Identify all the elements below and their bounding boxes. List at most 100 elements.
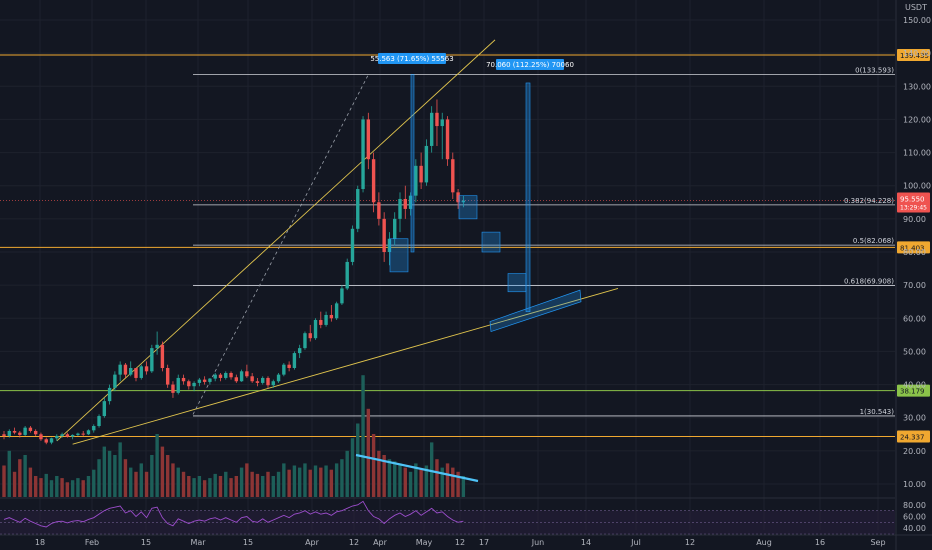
volume-bar	[187, 476, 191, 497]
candle-body	[218, 374, 223, 378]
time-tick-16: 16	[815, 538, 825, 547]
candle-body	[12, 430, 17, 433]
candle-body	[303, 333, 307, 349]
candle-body	[234, 377, 239, 382]
candle-body	[123, 364, 128, 375]
candle-body	[245, 371, 249, 377]
volume-bar	[218, 476, 223, 497]
volume-bars	[2, 375, 479, 497]
volume-bar	[55, 476, 59, 497]
candle-body	[102, 401, 107, 417]
candle-body	[107, 387, 112, 402]
volume-bar	[456, 471, 460, 497]
price-tick-9: 60.00	[903, 314, 926, 323]
candle-body	[261, 377, 265, 383]
candle-body	[282, 364, 286, 375]
volume-bar	[255, 473, 260, 497]
volume-bar	[97, 459, 101, 497]
candle-body	[81, 433, 85, 435]
candle-body	[192, 382, 196, 387]
candle-body	[250, 376, 254, 382]
rsi-tick-1: 60.00	[903, 513, 926, 522]
candle-body	[350, 228, 355, 262]
candle-body	[414, 165, 418, 196]
candle-body	[345, 261, 349, 289]
price-tick-0: 150.00	[903, 16, 931, 25]
price-tick-3: 120.00	[903, 115, 931, 124]
volume-bar	[340, 459, 344, 497]
price-tag-0	[897, 49, 930, 62]
time-tick-17: Sep	[870, 538, 885, 547]
volume-bar	[18, 459, 22, 497]
horizontal-price-lines	[0, 54, 895, 437]
price-tick-2: 130.00	[903, 82, 931, 91]
volume-bar	[234, 476, 239, 497]
volume-bar	[451, 467, 455, 497]
candle-body	[297, 348, 302, 354]
time-tick-9: 12	[455, 538, 465, 547]
measure-label-bg-1	[496, 59, 564, 70]
candle-body	[144, 366, 149, 372]
volume-bar	[118, 442, 122, 497]
volume-bar	[282, 463, 286, 497]
volume-bar	[461, 476, 466, 497]
price-tag-1	[897, 241, 930, 254]
candle-body	[18, 432, 22, 435]
rsi-pane	[0, 497, 895, 535]
candle-body	[160, 344, 165, 368]
fib-label-4: 1(30.543)	[860, 408, 895, 416]
volume-bar	[292, 465, 297, 497]
candle-body	[356, 189, 360, 229]
volume-bar	[213, 473, 217, 497]
volume-bar	[429, 442, 434, 497]
time-tick-8: May	[416, 538, 433, 547]
measure-bar-2	[525, 82, 531, 312]
price-tick-5: 100.00	[903, 182, 931, 191]
time-tick-4: 15	[243, 538, 253, 547]
candle-body	[129, 368, 133, 375]
candle-body	[55, 435, 59, 439]
fib-label-2: 0.5(82.068)	[853, 237, 894, 245]
candle-body	[445, 119, 450, 160]
candle-body	[456, 192, 460, 203]
current-price-tag	[897, 192, 930, 213]
volume-bar	[308, 469, 312, 497]
candle-body	[292, 353, 297, 368]
volume-bar	[150, 455, 154, 497]
candle-body	[435, 112, 439, 127]
volume-bar	[371, 434, 376, 497]
volume-bar	[113, 455, 117, 497]
candle-body	[239, 371, 244, 382]
volume-bar	[393, 461, 397, 497]
volume-bar	[329, 469, 334, 497]
volume-bar	[387, 459, 392, 497]
time-tick-14: 12	[685, 538, 695, 547]
volume-bar	[398, 463, 402, 497]
price-tick-4: 110.00	[903, 149, 931, 158]
candle-body	[202, 379, 207, 382]
fib-label-1: 0.382(94.228)	[844, 197, 894, 205]
time-axis[interactable]: 18 Feb 15 Mar 15 Apr 12 Apr May 12 17 Jun 14 Jul 12 Aug…	[0, 534, 932, 547]
candle-body	[324, 314, 328, 325]
volume-bar	[303, 463, 307, 497]
volume-bar	[266, 471, 270, 497]
volume-bar	[197, 476, 202, 497]
volume-bar	[287, 469, 291, 497]
candle-body	[187, 381, 191, 387]
volume-bar	[65, 482, 70, 497]
volume-bar	[313, 465, 318, 497]
volume-bar	[250, 471, 254, 497]
time-tick-0: 18	[35, 538, 45, 547]
rsi-tick-2: 40.00	[903, 524, 926, 533]
volume-bar	[377, 450, 381, 497]
volume-bar	[382, 455, 386, 497]
volume-bar	[23, 455, 27, 497]
rsi-line	[3, 500, 464, 528]
projection-box-2	[458, 195, 478, 220]
volume-bar	[176, 467, 180, 497]
price-axis[interactable]: 139.435 81.403 38.179 24.337 80.00 60.00 40.00…	[895, 0, 931, 550]
volume-bar	[123, 459, 128, 497]
volume-bar	[155, 434, 159, 497]
volume-bar	[334, 463, 339, 497]
